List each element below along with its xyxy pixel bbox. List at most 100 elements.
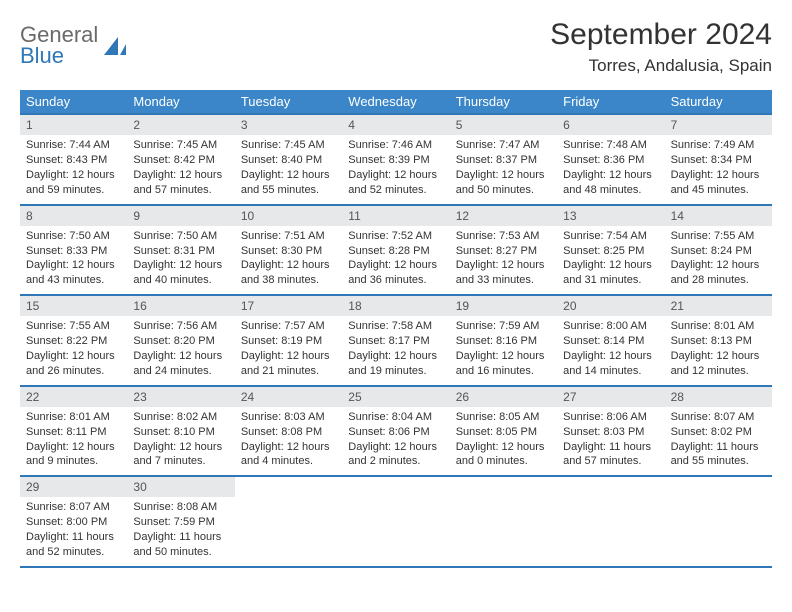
month-title: September 2024 — [550, 18, 772, 52]
daylight-line1: Daylight: 12 hours — [26, 440, 121, 455]
location: Torres, Andalusia, Spain — [550, 56, 772, 76]
sunset-text: Sunset: 8:37 PM — [456, 153, 551, 168]
daylight-line2: and 59 minutes. — [26, 183, 121, 198]
sunrise-text: Sunrise: 8:07 AM — [26, 500, 121, 515]
day-number: 1 — [20, 115, 127, 135]
sunrise-text: Sunrise: 7:45 AM — [241, 138, 336, 153]
day-number: 5 — [450, 115, 557, 135]
daylight-line1: Daylight: 12 hours — [26, 258, 121, 273]
daylight-line2: and 36 minutes. — [348, 273, 443, 288]
daylight-line1: Daylight: 11 hours — [26, 530, 121, 545]
day-number: 10 — [235, 206, 342, 226]
daylight-line1: Daylight: 12 hours — [133, 168, 228, 183]
day-cell: 8Sunrise: 7:50 AMSunset: 8:33 PMDaylight… — [20, 206, 127, 295]
sunrise-text: Sunrise: 8:07 AM — [671, 410, 766, 425]
day-cell — [557, 477, 664, 566]
sunrise-text: Sunrise: 8:08 AM — [133, 500, 228, 515]
sunrise-text: Sunrise: 7:45 AM — [133, 138, 228, 153]
day-cell: 19Sunrise: 7:59 AMSunset: 8:16 PMDayligh… — [450, 296, 557, 385]
day-body: Sunrise: 8:07 AMSunset: 8:02 PMDaylight:… — [665, 407, 772, 475]
daylight-line2: and 40 minutes. — [133, 273, 228, 288]
sunset-text: Sunset: 8:30 PM — [241, 244, 336, 259]
daylight-line1: Daylight: 12 hours — [671, 168, 766, 183]
day-cell: 24Sunrise: 8:03 AMSunset: 8:08 PMDayligh… — [235, 387, 342, 476]
day-number: 13 — [557, 206, 664, 226]
sunrise-text: Sunrise: 7:59 AM — [456, 319, 551, 334]
day-number: 14 — [665, 206, 772, 226]
daylight-line2: and 50 minutes. — [456, 183, 551, 198]
day-cell: 17Sunrise: 7:57 AMSunset: 8:19 PMDayligh… — [235, 296, 342, 385]
day-cell: 27Sunrise: 8:06 AMSunset: 8:03 PMDayligh… — [557, 387, 664, 476]
sunset-text: Sunset: 8:43 PM — [26, 153, 121, 168]
day-cell: 28Sunrise: 8:07 AMSunset: 8:02 PMDayligh… — [665, 387, 772, 476]
sunrise-text: Sunrise: 8:01 AM — [671, 319, 766, 334]
day-body: Sunrise: 8:01 AMSunset: 8:13 PMDaylight:… — [665, 316, 772, 384]
day-cell: 30Sunrise: 8:08 AMSunset: 7:59 PMDayligh… — [127, 477, 234, 566]
day-cell: 21Sunrise: 8:01 AMSunset: 8:13 PMDayligh… — [665, 296, 772, 385]
day-body: Sunrise: 7:56 AMSunset: 8:20 PMDaylight:… — [127, 316, 234, 384]
day-body: Sunrise: 7:45 AMSunset: 8:42 PMDaylight:… — [127, 135, 234, 203]
sunrise-text: Sunrise: 7:54 AM — [563, 229, 658, 244]
sunset-text: Sunset: 8:20 PM — [133, 334, 228, 349]
day-number: 4 — [342, 115, 449, 135]
sunrise-text: Sunrise: 7:57 AM — [241, 319, 336, 334]
day-body: Sunrise: 7:52 AMSunset: 8:28 PMDaylight:… — [342, 226, 449, 294]
sunset-text: Sunset: 8:33 PM — [26, 244, 121, 259]
daylight-line2: and 9 minutes. — [26, 454, 121, 469]
day-number: 7 — [665, 115, 772, 135]
day-number: 6 — [557, 115, 664, 135]
sunrise-text: Sunrise: 8:06 AM — [563, 410, 658, 425]
daylight-line2: and 7 minutes. — [133, 454, 228, 469]
sunset-text: Sunset: 8:19 PM — [241, 334, 336, 349]
sunset-text: Sunset: 8:34 PM — [671, 153, 766, 168]
day-cell: 9Sunrise: 7:50 AMSunset: 8:31 PMDaylight… — [127, 206, 234, 295]
day-cell: 12Sunrise: 7:53 AMSunset: 8:27 PMDayligh… — [450, 206, 557, 295]
weekday-header: Tuesday — [235, 90, 342, 113]
day-cell: 16Sunrise: 7:56 AMSunset: 8:20 PMDayligh… — [127, 296, 234, 385]
daylight-line1: Daylight: 12 hours — [26, 349, 121, 364]
sunset-text: Sunset: 8:00 PM — [26, 515, 121, 530]
daylight-line1: Daylight: 12 hours — [133, 258, 228, 273]
day-body: Sunrise: 8:08 AMSunset: 7:59 PMDaylight:… — [127, 497, 234, 565]
daylight-line2: and 57 minutes. — [133, 183, 228, 198]
sunrise-text: Sunrise: 7:51 AM — [241, 229, 336, 244]
daylight-line1: Daylight: 12 hours — [563, 258, 658, 273]
day-cell: 23Sunrise: 8:02 AMSunset: 8:10 PMDayligh… — [127, 387, 234, 476]
sunrise-text: Sunrise: 7:47 AM — [456, 138, 551, 153]
weekday-header: Thursday — [450, 90, 557, 113]
daylight-line2: and 2 minutes. — [348, 454, 443, 469]
day-body: Sunrise: 8:06 AMSunset: 8:03 PMDaylight:… — [557, 407, 664, 475]
weekday-header: Wednesday — [342, 90, 449, 113]
sunset-text: Sunset: 8:14 PM — [563, 334, 658, 349]
daylight-line2: and 33 minutes. — [456, 273, 551, 288]
sunrise-text: Sunrise: 7:46 AM — [348, 138, 443, 153]
daylight-line1: Daylight: 12 hours — [563, 349, 658, 364]
daylight-line2: and 21 minutes. — [241, 364, 336, 379]
day-number: 29 — [20, 477, 127, 497]
day-cell: 7Sunrise: 7:49 AMSunset: 8:34 PMDaylight… — [665, 115, 772, 204]
day-body: Sunrise: 7:55 AMSunset: 8:22 PMDaylight:… — [20, 316, 127, 384]
sunset-text: Sunset: 8:10 PM — [133, 425, 228, 440]
daylight-line1: Daylight: 12 hours — [563, 168, 658, 183]
sunset-text: Sunset: 8:28 PM — [348, 244, 443, 259]
day-cell — [342, 477, 449, 566]
daylight-line1: Daylight: 12 hours — [133, 440, 228, 455]
day-body: Sunrise: 7:44 AMSunset: 8:43 PMDaylight:… — [20, 135, 127, 203]
sunset-text: Sunset: 8:22 PM — [26, 334, 121, 349]
sunrise-text: Sunrise: 7:53 AM — [456, 229, 551, 244]
daylight-line1: Daylight: 11 hours — [671, 440, 766, 455]
daylight-line2: and 45 minutes. — [671, 183, 766, 198]
day-cell — [450, 477, 557, 566]
sunset-text: Sunset: 8:11 PM — [26, 425, 121, 440]
day-number: 12 — [450, 206, 557, 226]
sunrise-text: Sunrise: 7:44 AM — [26, 138, 121, 153]
day-number: 15 — [20, 296, 127, 316]
daylight-line2: and 16 minutes. — [456, 364, 551, 379]
day-cell: 6Sunrise: 7:48 AMSunset: 8:36 PMDaylight… — [557, 115, 664, 204]
daylight-line1: Daylight: 12 hours — [348, 168, 443, 183]
sunrise-text: Sunrise: 7:55 AM — [26, 319, 121, 334]
day-body: Sunrise: 7:45 AMSunset: 8:40 PMDaylight:… — [235, 135, 342, 203]
sunrise-text: Sunrise: 7:50 AM — [133, 229, 228, 244]
day-body: Sunrise: 7:54 AMSunset: 8:25 PMDaylight:… — [557, 226, 664, 294]
daylight-line2: and 52 minutes. — [348, 183, 443, 198]
